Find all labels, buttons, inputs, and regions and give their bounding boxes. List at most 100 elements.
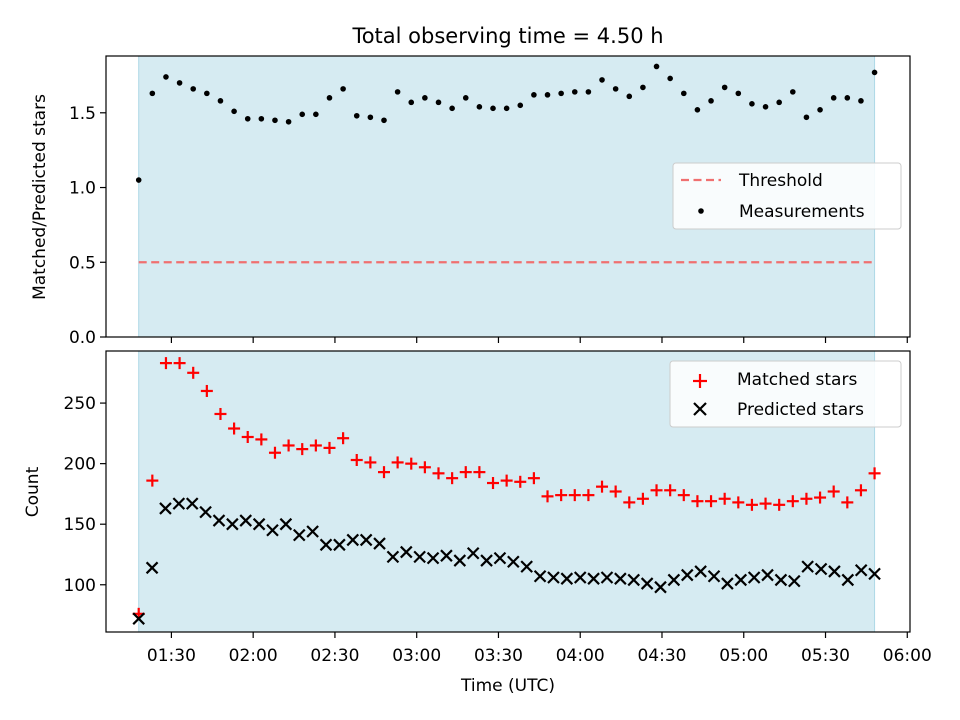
matched-star-point [527,472,540,485]
predicted-star-point [868,567,881,581]
measurement-point [517,102,524,109]
bottom-x-axis: 01:30 02:00 02:30 03:00 03:30 04:00 04:30 05:00… [147,632,932,666]
matched-star-point [718,492,731,505]
measurement-point [871,69,878,76]
matched-star-point [814,491,827,504]
predicted-star-point [533,570,547,583]
bottom-x-tick-label: 03:00 [392,646,441,666]
bottom-x-axis-label: Time (UTC) [460,676,555,696]
predicted-star-point [440,549,453,562]
bottom-panel: 100 150 200 250 01:30 02:00 02:30 03:00 03:30 04… [23,350,932,696]
predicted-star-point [172,497,186,510]
matched-star-point [636,492,649,505]
predicted-star-point [319,538,333,552]
predicted-star-point [226,517,239,531]
measurement-point [435,99,442,106]
predicted-star-point [614,572,627,585]
matched-star-point [732,496,745,509]
bottom-legend-box [669,360,902,428]
matched-star-point [159,357,172,370]
matched-star-point [282,439,295,452]
measurement-point [803,114,810,121]
measurement-point [176,80,183,86]
predicted-star-point [694,565,707,578]
predicted-star-point [721,577,734,590]
matched-star-point [541,490,554,503]
top-chart-title: Total observing time = 4.50 h [351,24,663,48]
predicted-star-point [212,514,226,527]
measurement-point [858,98,864,104]
measurement-point [231,108,237,115]
top-y-tick-label: 1.0 [69,179,96,199]
matched-star-point [391,456,404,469]
top-y-tick-label: 0.0 [69,328,96,348]
predicted-star-point [520,560,533,573]
predicted-star-point [587,572,600,585]
measurement-point [313,111,319,118]
predicted-star-point [814,562,828,576]
predicted-star-point [466,546,480,560]
matched-star-point [745,498,758,511]
predicted-star-point [266,523,279,537]
matched-star-point [487,477,500,490]
matched-star-point [350,454,363,467]
measurement-point [449,105,455,112]
top-legend: Threshold Measurements [672,162,902,230]
predicted-star-point [747,571,761,584]
measurement-point [599,77,605,83]
matched-star-point [187,366,200,379]
bottom-x-tick-label: 05:30 [801,646,850,666]
legend-predicted-label: Predicted stars [737,400,864,420]
top-panel: 0.0 0.5 1.0 1.5 Matched/Predicted stars Thr… [30,55,911,348]
legend-predicted-swatch [693,402,707,416]
matched-star-point [214,407,227,420]
matched-star-point [568,489,581,502]
bottom-x-tick-label: 04:00 [556,646,605,666]
matched-star-point [514,475,527,488]
measurement-point [817,107,823,113]
matched-stars-points [132,357,881,620]
measurement-point [694,107,701,113]
matched-star-point [705,495,718,508]
bottom-x-tick-label: 01:30 [147,646,196,666]
predicted-star-point [159,502,172,515]
matched-star-point [377,466,390,479]
measurement-point [667,75,673,82]
measurement-point [190,86,197,92]
measurement-point [353,112,360,119]
predicted-star-point [306,525,319,538]
predicted-star-point [841,573,855,587]
bottom-legend: Matched stars Predicted stars [669,360,902,428]
matched-star-point [146,474,159,487]
predicted-star-point [292,528,306,542]
matched-star-point [596,480,609,493]
matched-star-point [473,466,486,479]
measurement-point [326,95,333,101]
predicted-star-point [640,577,654,590]
measurement-point [367,114,374,121]
predicted-star-point [600,571,614,584]
predicted-star-point [654,580,667,594]
predicted-star-point [400,545,413,559]
measurement-point [272,117,278,124]
measurement-point [558,90,564,97]
matched-star-point [650,484,663,497]
top-x-ticks [170,337,908,343]
bottom-x-tick-label: 02:30 [310,646,359,666]
predicted-star-point [359,533,373,547]
measurement-point [735,90,742,97]
bottom-y-axis: 100 150 200 250 [64,394,106,596]
top-plot-frame [105,55,911,338]
legend-matched-swatch [693,374,707,388]
predicted-star-point [426,551,440,565]
predicted-star-point [801,560,814,573]
predicted-star-point [774,573,788,587]
measurement-point [462,95,469,101]
matched-star-point [323,441,336,454]
measurement-point [571,89,578,95]
measurement-point [422,95,428,101]
matched-star-point [241,430,254,443]
top-y-axis-label: Matched/Predicted stars [30,94,50,300]
matched-star-point [868,467,881,480]
predicted-star-point [854,563,868,577]
